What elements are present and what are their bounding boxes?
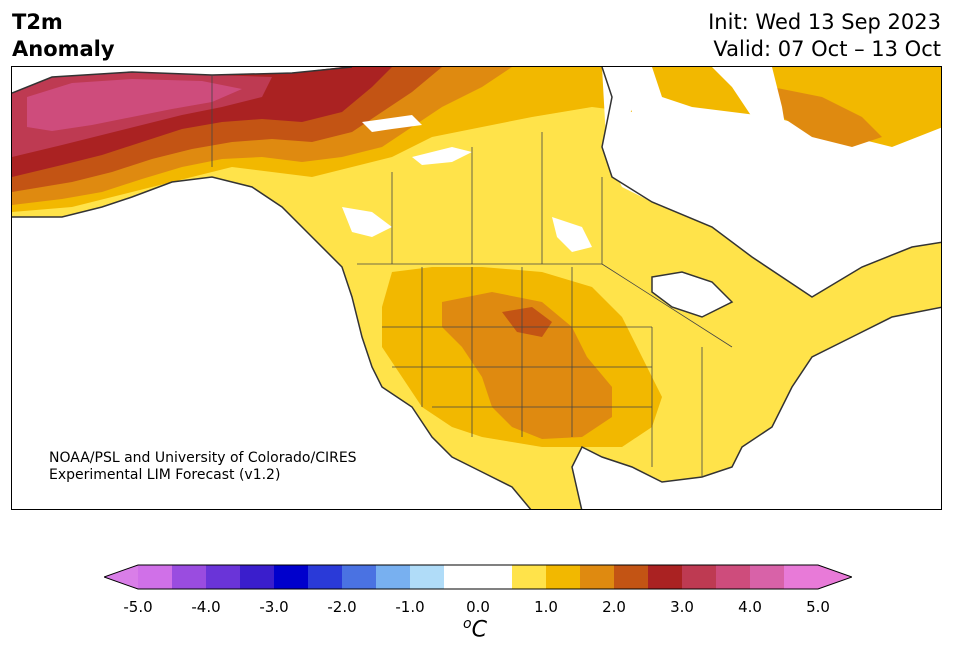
colorbar-tick-label: 2.0	[602, 598, 626, 616]
colorbar-tick-label: -1.0	[395, 598, 425, 616]
coastlines	[12, 67, 941, 509]
title-line-2: Anomaly	[12, 37, 115, 61]
colorbar-under-arrow	[104, 565, 138, 589]
data-credit: NOAA/PSL and University of Colorado/CIRE…	[49, 450, 357, 484]
unit-celsius: C	[471, 617, 487, 643]
colorbar-tick-label: 1.0	[534, 598, 558, 616]
title-line-1: T2m	[12, 10, 63, 34]
colorbar-segment	[376, 565, 411, 589]
credit-line-1: NOAA/PSL and University of Colorado/CIRE…	[49, 450, 357, 466]
credit-line-2: Experimental LIM Forecast (v1.2)	[49, 467, 281, 483]
colorbar-tick-label: -5.0	[123, 598, 153, 616]
colorbar-segment	[580, 565, 615, 589]
colorbar-segment	[172, 565, 207, 589]
colorbar-segment	[138, 565, 173, 589]
colorbar-segment	[512, 565, 547, 589]
map-title: T2m Anomaly	[12, 9, 115, 63]
valid-date: Valid: 07 Oct – 13 Oct	[713, 37, 941, 61]
political-borders	[211, 75, 733, 477]
colorbar-segment	[614, 565, 649, 589]
colorbar-tick-label: -3.0	[259, 598, 289, 616]
forecast-dates: Init: Wed 13 Sep 2023 Valid: 07 Oct – 13…	[708, 9, 941, 63]
colorbar-segment	[716, 565, 751, 589]
init-date: Init: Wed 13 Sep 2023	[708, 10, 941, 34]
colorbar-segment	[784, 565, 819, 589]
colorbar-tick-label: -4.0	[191, 598, 221, 616]
colorbar-outline	[104, 564, 852, 590]
colorbar-tick-label: 3.0	[670, 598, 694, 616]
colorbar-tick-label: 5.0	[806, 598, 830, 616]
colorbar-ticks: -5.0 -4.0 -3.0 -2.0 -1.0 0.0 1.0 2.0 3.0 4.0 5.0	[0, 598, 953, 618]
colorbar-over-arrow	[818, 565, 852, 589]
colorbar-tick-label: 0.0	[466, 598, 490, 616]
colorbar-segment	[682, 565, 717, 589]
colorbar-tick-label: 4.0	[738, 598, 762, 616]
colorbar	[104, 564, 852, 590]
map-panel	[11, 66, 942, 510]
colorbar-segment	[546, 565, 581, 589]
colorbar-segment	[444, 565, 479, 589]
colorbar-segment	[342, 565, 377, 589]
colorbar-segment	[274, 565, 309, 589]
unit-degree: o	[463, 616, 472, 632]
colorbar-segment	[206, 565, 241, 589]
colorbar-segment	[478, 565, 513, 589]
anomaly-map	[12, 67, 941, 509]
colorbar-segment	[308, 565, 343, 589]
colorbar-segment	[410, 565, 445, 589]
colorbar-segment	[750, 565, 785, 589]
colorbar-segment	[648, 565, 683, 589]
colorbar-tick-label: -2.0	[327, 598, 357, 616]
anomaly-3-5-to-4	[27, 79, 242, 131]
colorbar-unit: oC	[463, 616, 487, 642]
colorbar-segment	[240, 565, 275, 589]
neutral-patches	[12, 67, 941, 509]
